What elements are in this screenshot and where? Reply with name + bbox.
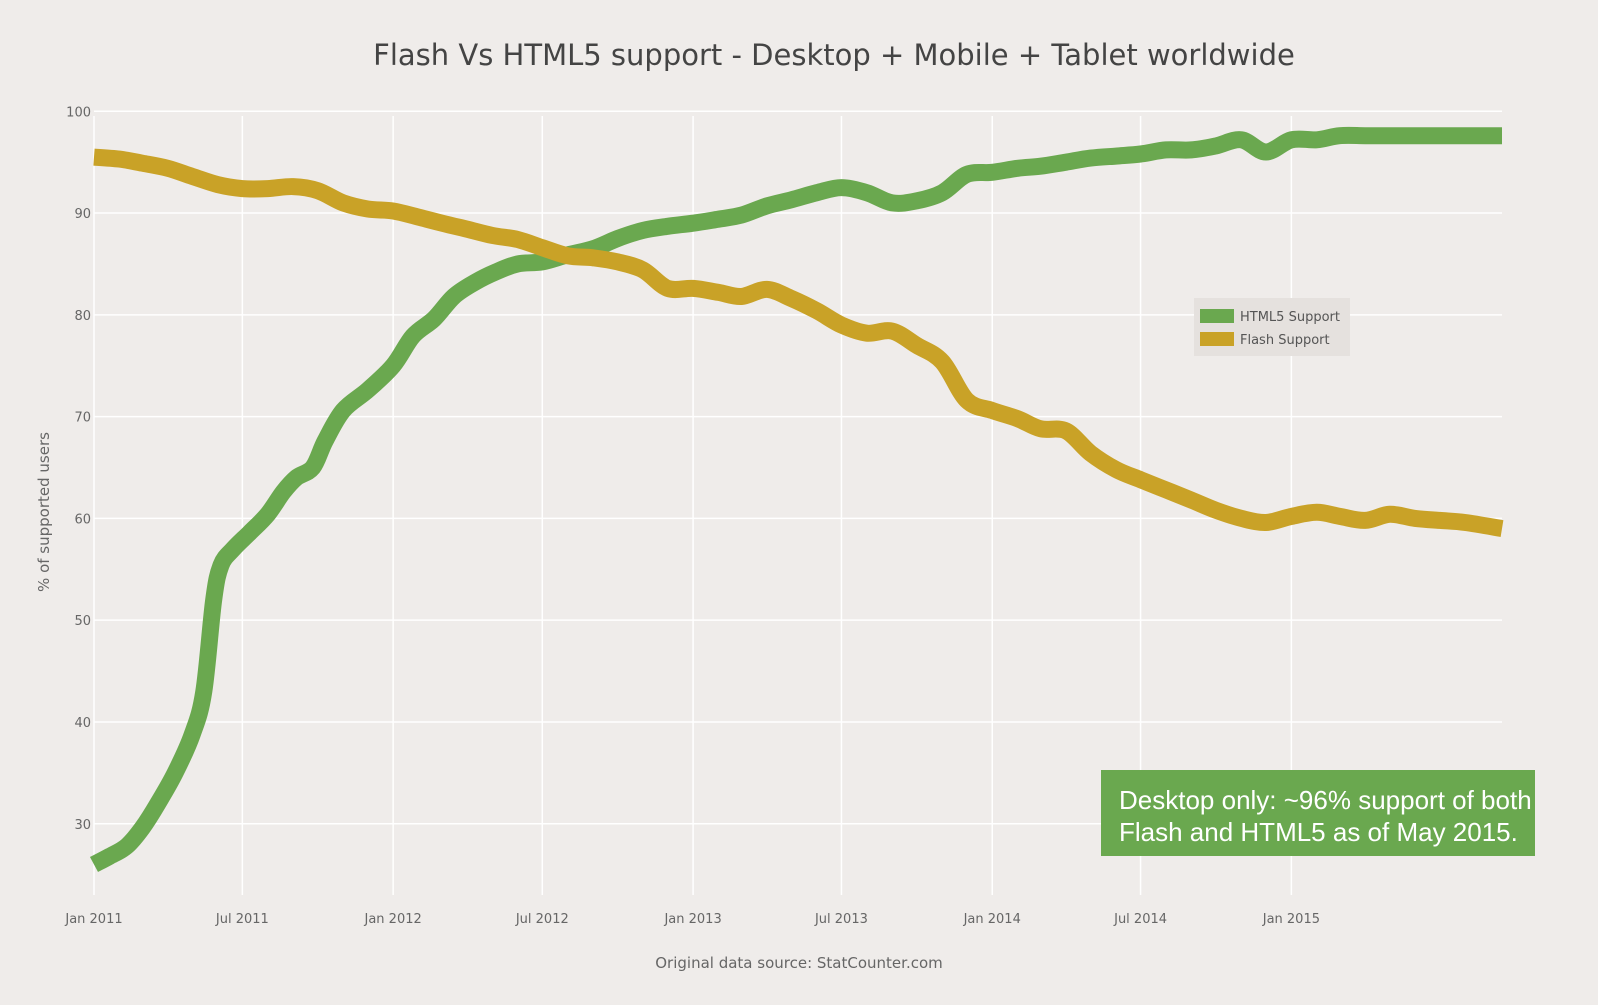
x-tick-label: Jul 2014 bbox=[1113, 912, 1167, 927]
y-tick-label: 60 bbox=[74, 512, 91, 527]
annotation-background bbox=[1101, 770, 1535, 856]
y-tick-label: 80 bbox=[74, 309, 91, 324]
legend-swatch-flash bbox=[1200, 332, 1234, 346]
series-lines bbox=[89, 126, 1504, 873]
annotation-line-2: Flash and HTML5 as of May 2015. bbox=[1119, 817, 1518, 847]
x-tick-label: Jan 2013 bbox=[663, 912, 721, 927]
y-tick-label: 50 bbox=[74, 614, 91, 629]
legend-label-html5: HTML5 Support bbox=[1240, 310, 1340, 325]
y-tick-label: 70 bbox=[74, 411, 91, 426]
x-axis-title: Original data source: StatCounter.com bbox=[655, 954, 943, 972]
legend-label-flash: Flash Support bbox=[1240, 333, 1330, 348]
x-tick-label: Jul 2011 bbox=[215, 912, 269, 927]
legend-background bbox=[1194, 298, 1350, 356]
y-axis-title: % of supported users bbox=[35, 432, 53, 592]
y-tick-label: 90 bbox=[74, 207, 91, 222]
legend: HTML5 Support Flash Support bbox=[1194, 298, 1350, 356]
y-tick-label: 30 bbox=[74, 818, 91, 833]
flash-support-line bbox=[93, 148, 1504, 537]
x-tick-label: Jul 2012 bbox=[515, 912, 569, 927]
x-tick-label: Jul 2013 bbox=[814, 912, 868, 927]
x-axis-ticks: Jan 2011 Jul 2011 Jan 2012 Jul 2012 Jan 2013… bbox=[64, 912, 1320, 927]
x-tick-label: Jan 2011 bbox=[64, 912, 122, 927]
annotation-line-1: Desktop only: ~96% support of both bbox=[1119, 785, 1532, 815]
x-tick-label: Jan 2014 bbox=[963, 912, 1021, 927]
y-tick-label: 40 bbox=[74, 716, 91, 731]
x-tick-label: Jan 2015 bbox=[1262, 912, 1320, 927]
y-axis-ticks: 30 40 50 60 70 80 90 100 bbox=[66, 105, 91, 832]
legend-swatch-html5 bbox=[1200, 309, 1234, 323]
annotation-box: Desktop only: ~96% support of both Flash… bbox=[1101, 770, 1535, 856]
x-tick-label: Jan 2012 bbox=[364, 912, 422, 927]
y-tick-label: 100 bbox=[66, 105, 91, 120]
chart-title: Flash Vs HTML5 support - Desktop + Mobil… bbox=[373, 38, 1295, 72]
html5-support-line bbox=[89, 126, 1502, 873]
